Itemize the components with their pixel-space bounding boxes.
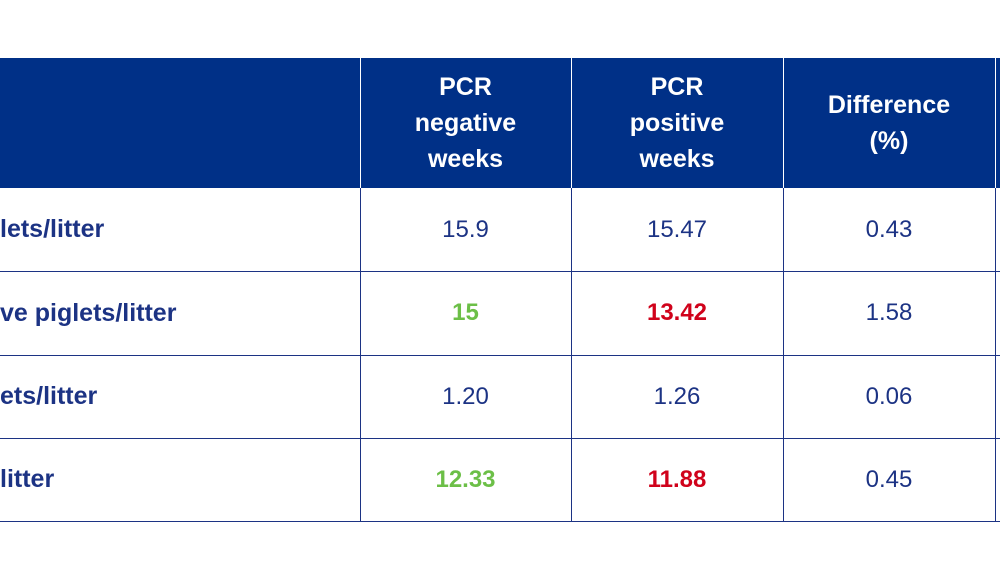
header-line: positive bbox=[629, 109, 725, 137]
header-divider bbox=[360, 58, 361, 188]
header-line: Difference bbox=[827, 91, 951, 119]
header-cell: PCR positive weeks bbox=[571, 58, 783, 188]
cell: 11.88 bbox=[647, 465, 707, 493]
cell: 15.47 bbox=[646, 215, 708, 243]
header-cell: Difference (%) bbox=[783, 58, 995, 188]
cell: 15.9 bbox=[442, 215, 489, 243]
column-border bbox=[571, 188, 572, 522]
cell: 1.20 bbox=[442, 382, 489, 410]
column-border bbox=[995, 188, 996, 522]
header-line: weeks bbox=[427, 145, 504, 173]
cell: 13.42 bbox=[646, 299, 708, 326]
row-label: lets/litter bbox=[0, 215, 105, 243]
header-divider bbox=[571, 58, 572, 188]
row-label: litter bbox=[0, 465, 55, 493]
row-border bbox=[0, 521, 1000, 522]
cell: 12.33 bbox=[435, 465, 496, 493]
header-line: (%) bbox=[869, 127, 909, 155]
column-border bbox=[783, 188, 784, 522]
cell: 0.43 bbox=[865, 215, 913, 243]
cell: 1.58 bbox=[865, 299, 913, 326]
cell: 1.26 bbox=[653, 382, 701, 410]
row-label: ve piglets/litter bbox=[0, 298, 177, 327]
cell: 0.45 bbox=[865, 465, 913, 493]
cell: 0.06 bbox=[865, 382, 913, 410]
header-line: PCR bbox=[439, 73, 492, 101]
row-border bbox=[0, 271, 1000, 272]
header-line: PCR bbox=[650, 73, 704, 101]
header-divider bbox=[995, 58, 996, 188]
header-line: negative bbox=[414, 109, 517, 137]
row-border bbox=[0, 355, 1000, 356]
header-background bbox=[0, 58, 1000, 188]
header-divider bbox=[783, 58, 784, 188]
row-border bbox=[0, 438, 1000, 439]
row-label: ets/litter bbox=[0, 382, 98, 410]
header-line: weeks bbox=[639, 145, 715, 173]
cell: 15 bbox=[452, 299, 479, 326]
header-cell: PCR negative weeks bbox=[360, 58, 571, 188]
column-border bbox=[360, 188, 361, 522]
